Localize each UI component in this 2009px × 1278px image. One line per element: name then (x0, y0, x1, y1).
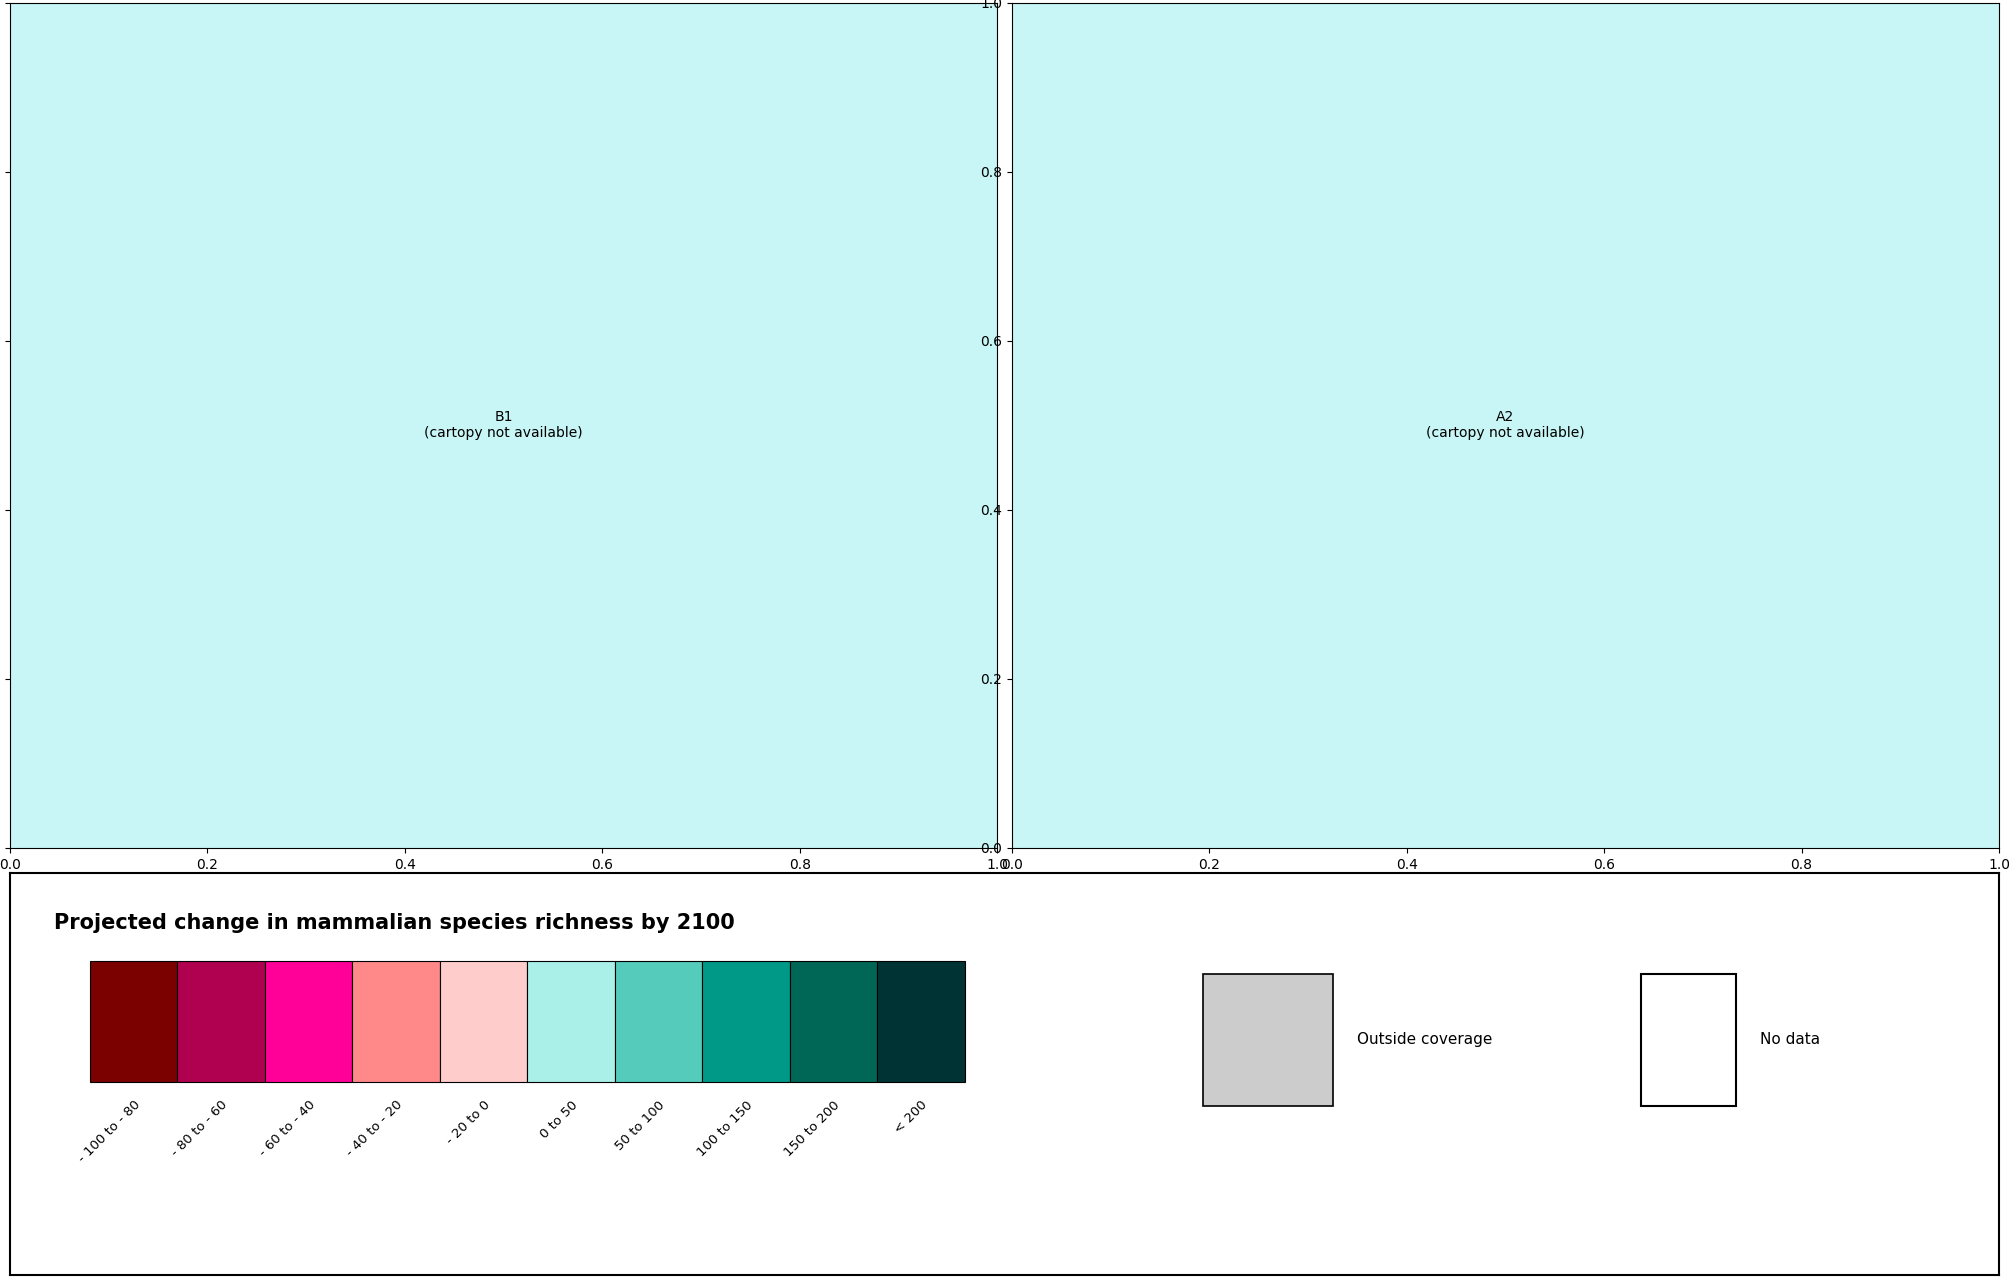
Bar (1203, 974, 1332, 1107)
Text: - 80 to - 60: - 80 to - 60 (169, 1098, 231, 1159)
Bar (526, 961, 615, 1082)
Bar (615, 961, 703, 1082)
Bar (177, 961, 265, 1082)
Text: A2
(cartopy not available): A2 (cartopy not available) (1426, 410, 1585, 441)
Text: No data: No data (1760, 1033, 1820, 1048)
Bar (1641, 974, 1736, 1107)
Bar (352, 961, 440, 1082)
Text: - 20 to 0: - 20 to 0 (444, 1098, 492, 1148)
Bar (790, 961, 878, 1082)
Text: Projected change in mammalian species richness by 2100: Projected change in mammalian species ri… (54, 914, 735, 933)
Text: - 40 to - 20: - 40 to - 20 (344, 1098, 406, 1159)
Bar (265, 961, 352, 1082)
Text: B1
(cartopy not available): B1 (cartopy not available) (424, 410, 583, 441)
Bar (878, 961, 964, 1082)
Text: Outside coverage: Outside coverage (1356, 1033, 1493, 1048)
Bar (703, 961, 790, 1082)
Bar (90, 961, 177, 1082)
Text: - 100 to - 80: - 100 to - 80 (76, 1098, 143, 1166)
Text: < 200: < 200 (892, 1098, 930, 1136)
Text: 0 to 50: 0 to 50 (538, 1098, 581, 1141)
Text: 50 to 100: 50 to 100 (613, 1098, 667, 1153)
Text: 150 to 200: 150 to 200 (782, 1098, 842, 1159)
Bar (440, 961, 526, 1082)
Text: 100 to 150: 100 to 150 (695, 1098, 755, 1159)
Text: - 60 to - 40: - 60 to - 40 (257, 1098, 317, 1159)
